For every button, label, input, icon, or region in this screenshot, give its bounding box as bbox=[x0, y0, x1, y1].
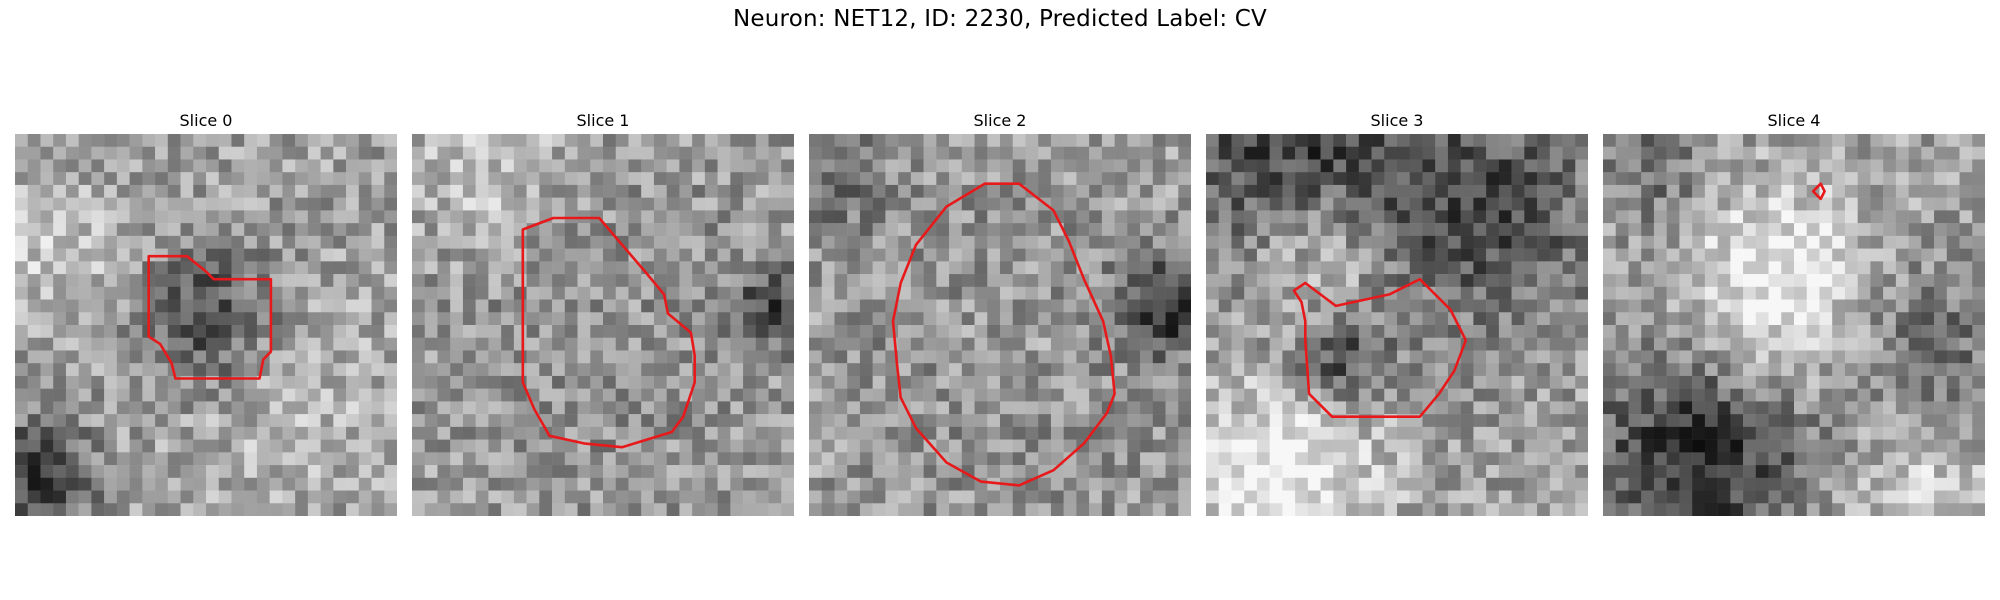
figure-title: Neuron: NET12, ID: 2230, Predicted Label… bbox=[733, 6, 1267, 32]
grayscale-tiles bbox=[15, 134, 397, 516]
contour-line bbox=[147, 254, 273, 380]
segmentation-contour bbox=[891, 182, 1116, 487]
grayscale-tiles bbox=[809, 134, 1191, 516]
slice-image bbox=[412, 134, 794, 516]
panel-slice-1: Slice 1 bbox=[412, 108, 794, 516]
panel-title: Slice 3 bbox=[1370, 111, 1424, 130]
segmentation-contour bbox=[1292, 277, 1468, 419]
slice-image bbox=[15, 134, 397, 516]
contour-line bbox=[521, 216, 697, 449]
grayscale-tiles bbox=[412, 134, 794, 516]
grayscale-tiles bbox=[1206, 134, 1588, 516]
contour-line bbox=[1292, 277, 1468, 419]
panel-slice-2: Slice 2 bbox=[809, 108, 1191, 516]
slice-image bbox=[809, 134, 1191, 516]
slice-image bbox=[1206, 134, 1588, 516]
panel-title: Slice 2 bbox=[973, 111, 1027, 130]
panel-slice-0: Slice 0 bbox=[15, 108, 397, 516]
slice-image bbox=[1603, 134, 1985, 516]
segmentation-contour bbox=[521, 216, 697, 449]
grayscale-tiles bbox=[1603, 134, 1985, 516]
panel-title: Slice 0 bbox=[179, 111, 233, 130]
panel-title: Slice 4 bbox=[1767, 111, 1821, 130]
panel-slice-3: Slice 3 bbox=[1206, 108, 1588, 516]
contour-line bbox=[891, 182, 1116, 487]
contour-line bbox=[1811, 182, 1826, 201]
panel-slice-4: Slice 4 bbox=[1603, 108, 1985, 516]
panel-title: Slice 1 bbox=[576, 111, 630, 130]
segmentation-contour bbox=[1811, 182, 1826, 201]
segmentation-contour bbox=[147, 254, 273, 380]
